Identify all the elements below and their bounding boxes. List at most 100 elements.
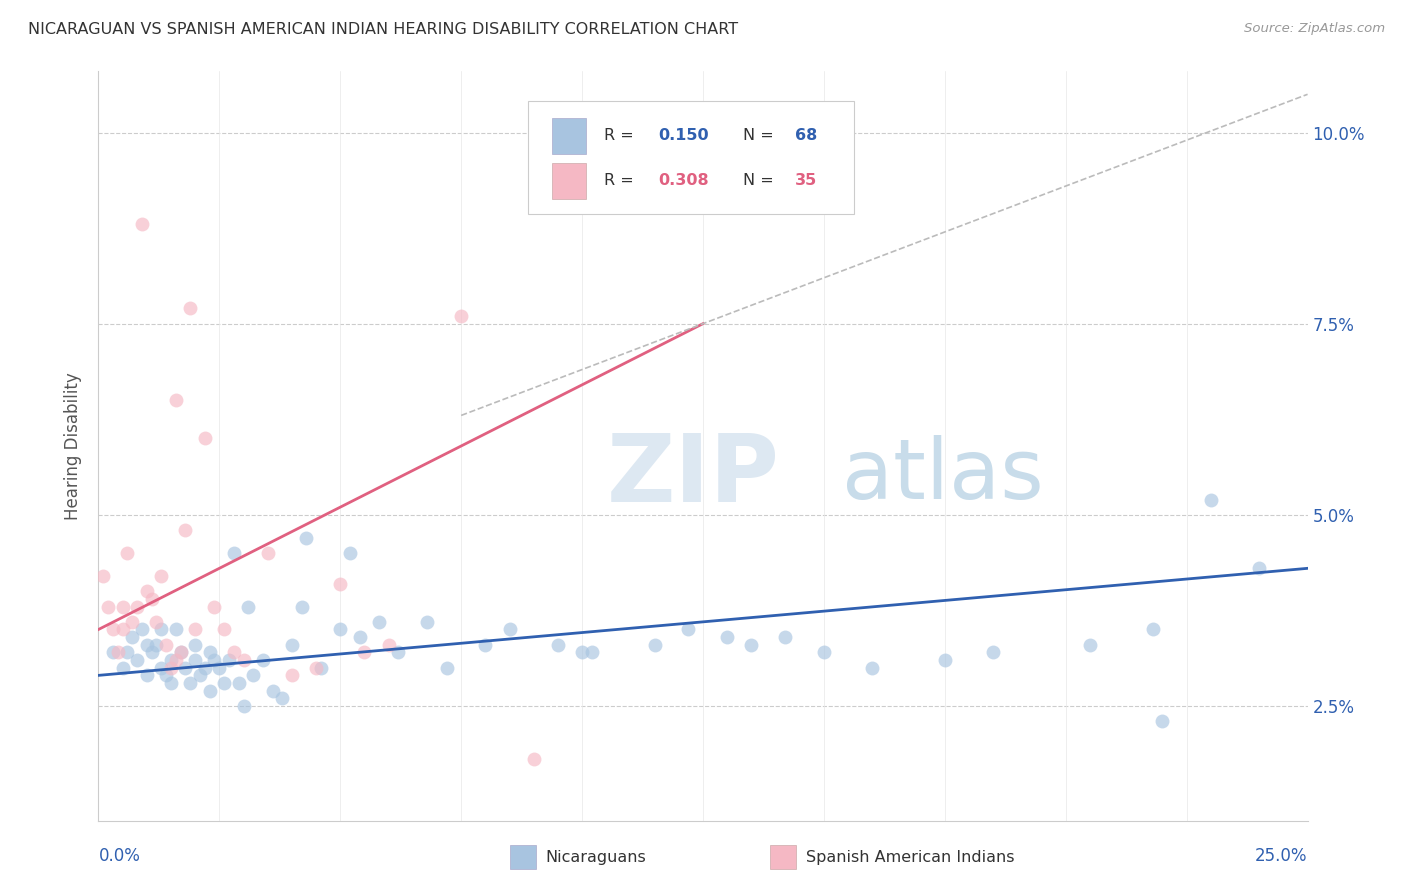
Point [295,531,318,545]
Point [145,638,167,652]
Point [1249,561,1271,575]
Point [169,645,191,659]
Text: Spanish American Indians: Spanish American Indians [806,850,1014,865]
Point [111,623,134,637]
Bar [769,846,796,870]
Point [150,661,173,675]
Point [281,638,304,652]
Point [353,645,375,659]
Text: 0.150: 0.150 [658,128,709,144]
Point [194,431,217,445]
Text: Nicaraguans: Nicaraguans [546,850,647,865]
Point [150,569,173,583]
Point [135,584,157,599]
Point [610,186,633,201]
Point [571,645,593,659]
Point [165,653,187,667]
Point [131,623,153,637]
Point [174,661,197,675]
Point [981,645,1004,659]
Point [329,576,352,591]
Point [155,668,177,682]
Point [165,393,187,408]
Point [135,668,157,682]
Text: R =: R = [603,128,634,144]
Point [160,653,183,667]
Point [242,668,264,682]
Point [141,645,163,659]
Point [581,645,603,659]
Point [101,623,124,637]
Text: Source: ZipAtlas.com: Source: ZipAtlas.com [1244,22,1385,36]
FancyBboxPatch shape [527,102,855,214]
Point [238,599,260,614]
Point [155,638,177,652]
Point [773,630,796,644]
Point [416,615,439,629]
Point [256,546,278,560]
Point [127,599,149,614]
Point [121,615,143,629]
Point [107,645,129,659]
Bar [551,118,586,153]
Point [194,661,217,675]
Point [1142,623,1164,637]
Point [184,623,207,637]
Point [198,645,221,659]
Point [228,676,250,690]
Point [91,569,114,583]
Point [644,638,666,652]
Point [212,676,235,690]
Point [208,661,231,675]
Point [184,653,207,667]
Point [262,683,284,698]
Point [131,217,153,231]
Text: atlas: atlas [842,435,1043,516]
Point [1199,492,1222,507]
Point [135,638,157,652]
Point [678,623,700,637]
Point [212,623,235,637]
Text: 0.0%: 0.0% [98,847,141,865]
Point [184,638,207,652]
Point [523,752,546,766]
Point [349,630,371,644]
Point [117,645,139,659]
Point [127,653,149,667]
Text: 25.0%: 25.0% [1256,847,1308,865]
Point [474,638,496,652]
Bar [509,846,536,870]
Y-axis label: Hearing Disability: Hearing Disability [65,372,83,520]
Text: N =: N = [742,173,773,188]
Point [309,661,332,675]
Point [860,661,883,675]
Text: 35: 35 [794,173,817,188]
Point [204,653,226,667]
Point [165,623,187,637]
Point [232,698,254,713]
Point [222,546,245,560]
Point [290,599,312,614]
Point [271,691,294,706]
Point [179,676,201,690]
Point [117,546,139,560]
Point [198,683,221,698]
Point [145,615,167,629]
Point [252,653,274,667]
Point [160,661,183,675]
Bar [551,162,586,199]
Point [329,623,352,637]
Point [813,645,835,659]
Point [498,623,520,637]
Point [204,599,226,614]
Point [436,661,458,675]
Point [169,645,191,659]
Point [111,661,134,675]
Point [716,630,738,644]
Point [281,668,304,682]
Point [160,676,183,690]
Point [222,645,245,659]
Point [232,653,254,667]
Point [1078,638,1101,652]
Point [387,645,409,659]
